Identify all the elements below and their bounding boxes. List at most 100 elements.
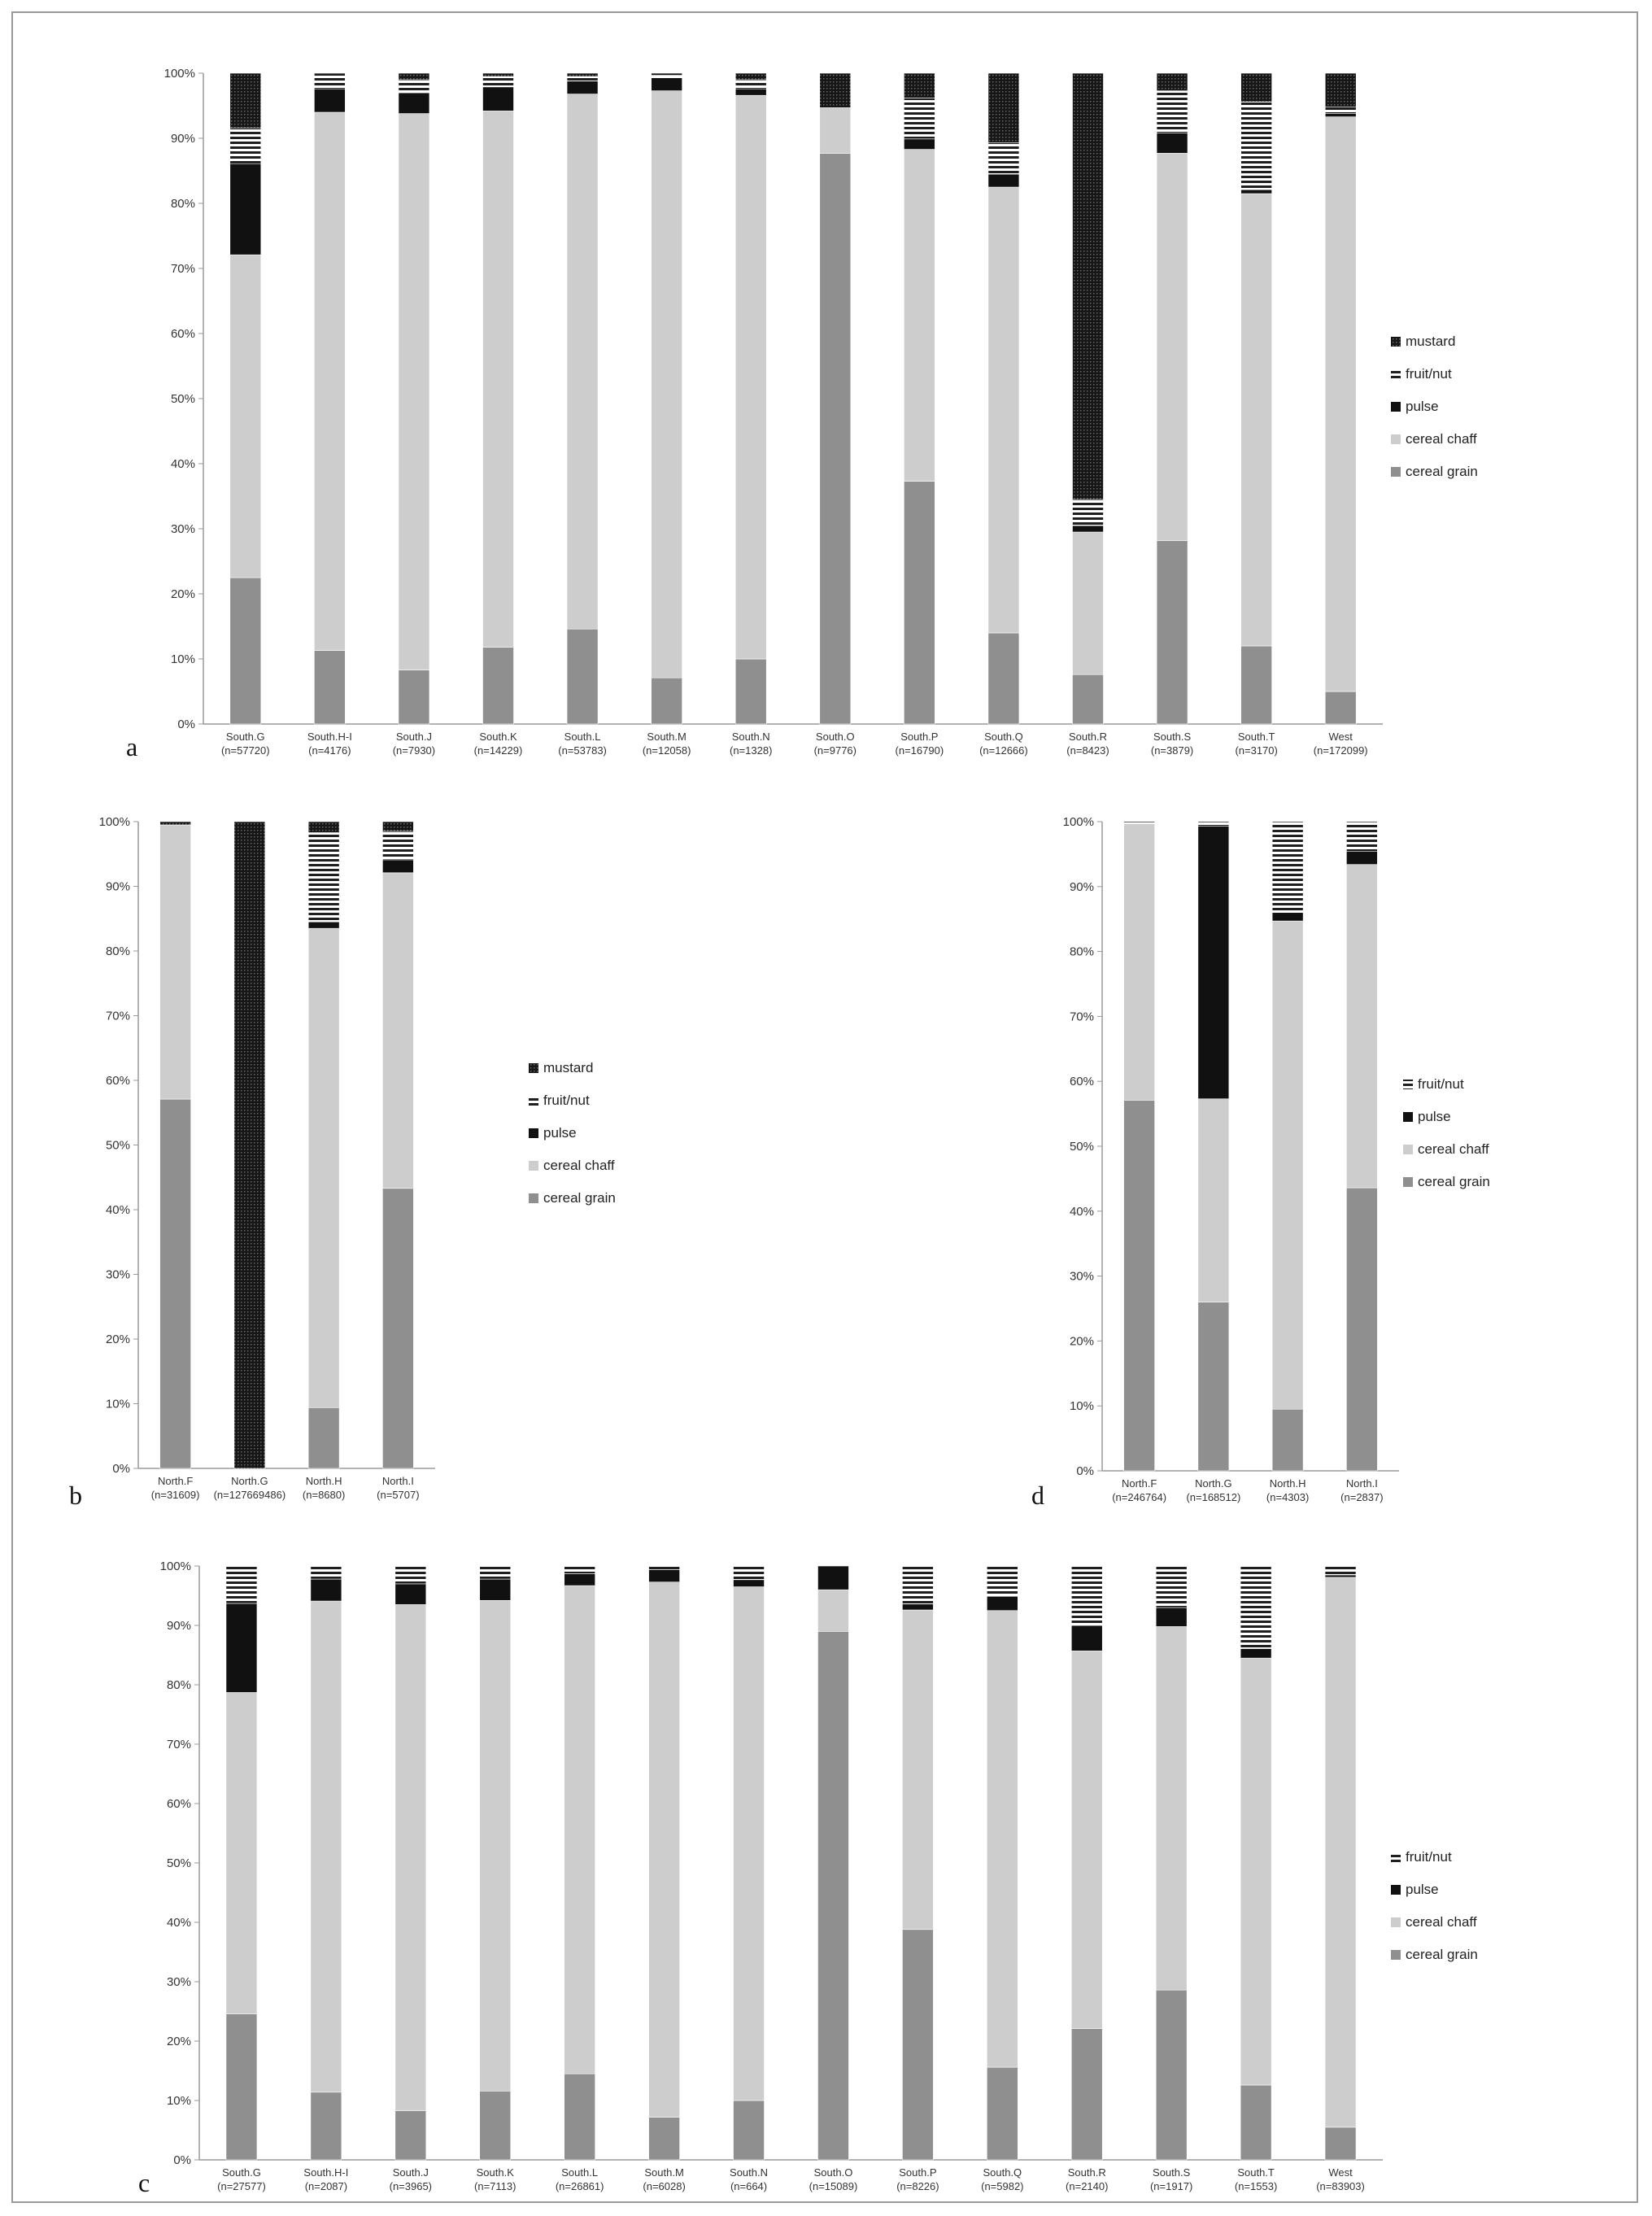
x-tick-sample-size: (n=53783) — [558, 744, 607, 757]
x-tick-sample-size: (n=2140) — [1066, 2180, 1108, 2192]
y-tick-label: 10% — [167, 2094, 191, 2108]
y-tick-label: 100% — [1063, 815, 1094, 829]
x-tick-label: North.F — [1122, 1477, 1157, 1490]
x-tick-label: South.G — [226, 731, 265, 743]
bar-segment-cereal-chaff-south-q — [987, 186, 1020, 634]
bar-segment-pulse-south-j — [398, 92, 430, 114]
bar-segment-pulse-south-h-i — [310, 1578, 342, 1602]
x-tick-label: South.H-I — [307, 731, 352, 743]
bar-segment-pulse-south-g — [225, 1603, 258, 1693]
bar-segment-pulse-south-s — [1156, 133, 1188, 154]
bar-segment-cereal-chaff-south-h-i — [314, 111, 346, 651]
x-tick-sample-size: (n=31609) — [151, 1489, 200, 1501]
panel-letter-d: d — [1031, 1481, 1044, 1510]
y-tick-label: 90% — [1070, 880, 1094, 894]
bar-segment-mustard-north-i — [382, 821, 414, 832]
x-tick-label: South.R — [1068, 2166, 1106, 2179]
bar-segment-cereal-chaff-north-g — [1197, 1098, 1230, 1302]
x-tick-sample-size: (n=3965) — [390, 2180, 432, 2192]
bar-segment-fruit-nut-south-t — [1240, 1565, 1272, 1649]
bar-segment-cereal-chaff-south-s — [1155, 1626, 1188, 1991]
bar-segment-mustard-south-r — [1072, 72, 1104, 500]
bar-segment-cereal-grain-south-o — [819, 153, 852, 725]
bar-segment-cereal-grain-north-h — [1271, 1408, 1304, 1472]
bar-segment-cereal-chaff-north-h — [1271, 920, 1304, 1410]
bar-segment-fruit-nut-north-h — [1271, 821, 1304, 914]
y-tick-label: 60% — [106, 1074, 130, 1088]
y-tick-label: 0% — [173, 2153, 191, 2167]
legend-label-fruit-nut: fruit/nut — [1406, 1849, 1452, 1865]
x-tick-sample-size: (n=3170) — [1235, 744, 1277, 757]
bar-segment-pulse-south-m — [648, 1569, 680, 1583]
legend-swatch-pulse — [1391, 1885, 1401, 1895]
bar-segment-pulse-north-g — [1197, 826, 1230, 1100]
bar-segment-pulse-south-k — [479, 1578, 512, 1601]
legend-swatch-fruit-nut — [1391, 369, 1401, 379]
y-tick-label: 70% — [171, 262, 195, 276]
bar-segment-cereal-grain-south-h-i — [314, 650, 346, 725]
x-tick-label: North.I — [1346, 1477, 1378, 1490]
bar-segment-cereal-chaff-south-r — [1072, 531, 1104, 675]
y-tick-label: 30% — [1070, 1270, 1094, 1284]
x-tick-label: South.R — [1069, 731, 1107, 743]
x-tick-label: South.S — [1153, 731, 1192, 743]
x-tick-label: South.S — [1153, 2166, 1191, 2179]
bar-segment-pulse-south-j — [394, 1583, 427, 1605]
bar-segment-pulse-south-n — [733, 1579, 765, 1587]
y-tick-label: 30% — [167, 1975, 191, 1989]
panel-letter-a: a — [126, 732, 138, 761]
x-tick-label: South.M — [644, 2166, 683, 2179]
bar-segment-cereal-chaff-south-j — [398, 113, 430, 670]
bar-segment-mustard-south-q — [987, 72, 1020, 143]
bar-segment-cereal-chaff-south-m — [651, 90, 682, 678]
legend-swatch-fruit-nut — [529, 1096, 538, 1106]
bar-segment-cereal-grain-south-l — [566, 628, 599, 725]
bar-segment-pulse-south-q — [987, 1595, 1018, 1612]
bar-segment-cereal-grain-south-p — [904, 481, 935, 725]
x-tick-label: South.P — [900, 731, 938, 743]
panel-letter-b: b — [69, 1481, 82, 1510]
legend-label-cereal-chaff: cereal chaff — [1406, 431, 1477, 447]
x-tick-label: North.F — [158, 1475, 193, 1487]
bar-segment-cereal-chaff-south-k — [479, 1600, 512, 2092]
y-tick-label: 80% — [167, 1678, 191, 1692]
y-tick-label: 40% — [167, 1916, 191, 1930]
bar-segment-cereal-chaff-south-o — [819, 107, 852, 154]
bar-segment-cereal-chaff-south-l — [564, 1585, 595, 2074]
bar-segment-pulse-south-s — [1155, 1607, 1188, 1627]
x-tick-sample-size: (n=127669486) — [214, 1489, 286, 1501]
legend-label-mustard: mustard — [543, 1060, 593, 1075]
bar-segment-pulse-south-g — [229, 163, 262, 255]
bar-segment-fruit-nut-south-t — [1240, 101, 1272, 190]
legend-label-pulse: pulse — [1406, 1882, 1439, 1897]
bar-segment-fruit-nut-north-i — [1346, 821, 1378, 853]
bar-segment-pulse-south-p — [902, 1603, 934, 1611]
y-tick-label: 100% — [160, 1559, 191, 1573]
x-tick-sample-size: (n=6028) — [643, 2180, 685, 2192]
bar-segment-cereal-grain-south-o — [817, 1631, 849, 2161]
bar-segment-fruit-nut-south-j — [394, 1565, 427, 1585]
bar-segment-cereal-chaff-south-k — [482, 111, 514, 648]
bar-segment-cereal-grain-north-f — [159, 1098, 191, 1469]
y-tick-label: 10% — [1070, 1399, 1094, 1413]
legend-swatch-cereal-chaff — [1403, 1145, 1413, 1154]
x-tick-label: South.K — [479, 731, 517, 743]
legend-swatch-pulse — [529, 1128, 538, 1138]
x-tick-label: North.G — [231, 1475, 268, 1487]
chart-panel-b: 0% 10% 20% 30% 40% 50% 60% 70% 80% 90% 100% North.F… — [99, 815, 616, 1501]
x-tick-label: South.T — [1237, 2166, 1275, 2179]
x-tick-label: South.K — [477, 2166, 515, 2179]
y-tick-label: 40% — [171, 457, 195, 471]
bar-segment-fruit-nut-south-q — [987, 142, 1020, 175]
legend-swatch-mustard — [1391, 337, 1401, 347]
y-tick-label: 100% — [164, 67, 195, 81]
bar-segment-cereal-chaff-south-r — [1070, 1651, 1103, 2029]
bar-segment-cereal-grain-south-g — [225, 2013, 258, 2161]
x-tick-label: North.I — [382, 1475, 414, 1487]
bar-segment-cereal-grain-north-i — [382, 1188, 414, 1469]
bar-segment-cereal-chaff-south-t — [1240, 1657, 1272, 2086]
bar-segment-mustard-south-n — [734, 72, 767, 81]
legend-label-mustard: mustard — [1406, 334, 1455, 349]
bar-segment-cereal-chaff-north-f — [1123, 823, 1155, 1101]
x-tick-sample-size: (n=4176) — [308, 744, 351, 757]
